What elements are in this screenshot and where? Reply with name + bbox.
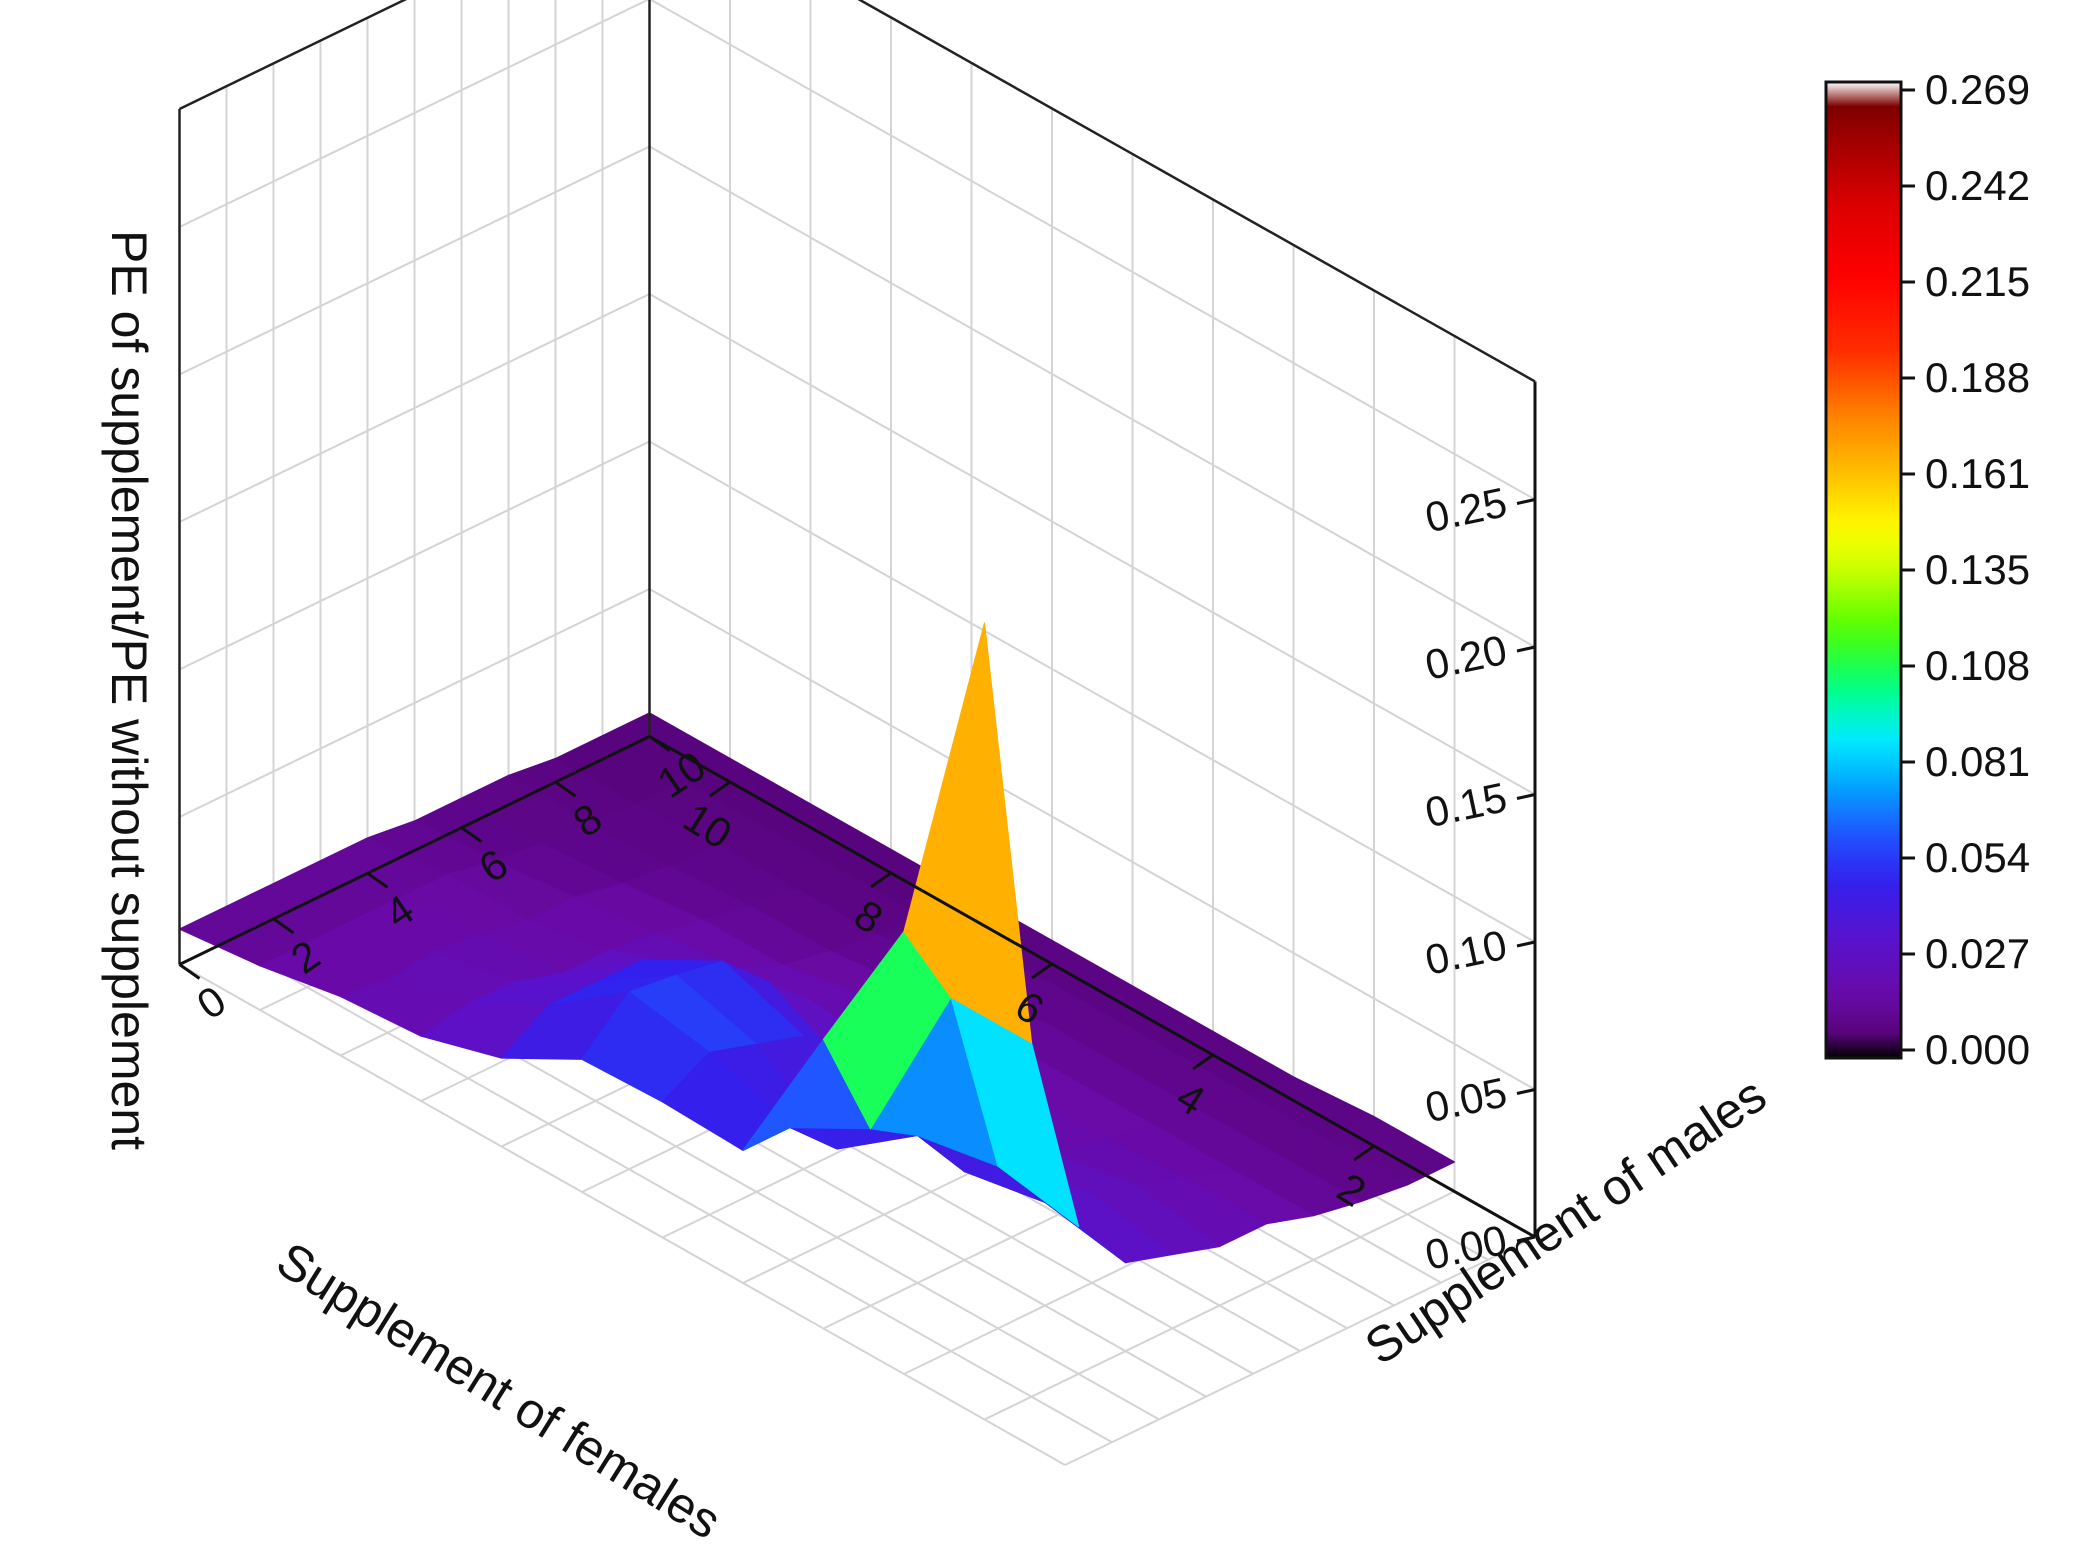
x-tick <box>1353 1144 1375 1162</box>
grid-line <box>649 440 1536 943</box>
colorbar-tick-label: 0.161 <box>1925 450 2030 497</box>
grid-line <box>649 0 1536 501</box>
axis-walls <box>178 0 1536 1466</box>
z-tick-label: 0.05 <box>1421 1068 1511 1131</box>
z-tick <box>1516 1088 1536 1095</box>
z-tick <box>1516 793 1536 800</box>
z-axis-title: PE of supplement/PE without supplement <box>101 230 157 1150</box>
y-axis-line <box>178 735 651 966</box>
z-tick-label: 0.10 <box>1421 921 1511 984</box>
top-edge-left <box>857 0 1536 383</box>
colorbar-gradient <box>1824 80 1903 1060</box>
x-tick <box>1031 962 1053 980</box>
z-tick <box>1516 940 1536 948</box>
surface-plot <box>178 622 1456 1264</box>
x-tick <box>870 871 892 889</box>
grid-line <box>179 0 650 228</box>
grid-line <box>179 440 650 671</box>
grid-line <box>649 293 1536 796</box>
grid-line <box>179 588 650 818</box>
x-axis-title: Supplement of females <box>267 1231 730 1549</box>
colorbar-ticks: 0.269 0.242 0.215 0.188 0.161 0.135 0.108 0.081… <box>1901 66 2030 1073</box>
y-tick <box>648 735 671 752</box>
grid-line <box>649 588 1536 1091</box>
top-edge-right <box>178 0 408 111</box>
colorbar-tick-label: 0.027 <box>1925 930 2030 977</box>
colorbar-tick-label: 0.108 <box>1925 642 2030 689</box>
z-tick-label: 0.25 <box>1421 478 1511 541</box>
colorbar-tick-label: 0.188 <box>1925 354 2030 401</box>
colorbar-tick-label: 0.242 <box>1925 162 2030 209</box>
y-tick <box>460 826 483 843</box>
z-tick <box>1516 498 1536 505</box>
y-tick-label: 0 <box>189 976 235 1028</box>
grid-line <box>649 145 1536 648</box>
z-tick <box>1516 1235 1536 1243</box>
x-axis-line <box>648 735 1536 1239</box>
colorbar-tick-label: 0.269 <box>1925 66 2030 113</box>
axis-lines <box>178 0 1537 1243</box>
y-tick <box>366 872 389 889</box>
grid-line <box>226 940 1113 1444</box>
y-tick <box>554 780 577 798</box>
z-tick-label: 0.20 <box>1421 626 1511 689</box>
x-tick <box>1192 1053 1214 1071</box>
grid-line <box>179 293 650 523</box>
y-tick <box>178 963 201 980</box>
colorbar-tick-label: 0.135 <box>1925 546 2030 593</box>
z-tick <box>1516 645 1536 653</box>
z-tick-label: 0.15 <box>1421 773 1511 836</box>
colorbar-tick-label: 0.081 <box>1925 738 2030 785</box>
y-tick <box>272 917 295 935</box>
x-tick <box>709 780 731 798</box>
colorbar-tick-label: 0.054 <box>1925 834 2030 881</box>
grid-line <box>179 963 1066 1466</box>
grid-line <box>179 145 650 376</box>
colorbar: 0.269 0.242 0.215 0.188 0.161 0.135 0.108 0.081… <box>1824 66 2030 1073</box>
surface-patch <box>903 622 1033 1044</box>
colorbar-tick-label: 0.215 <box>1925 258 2030 305</box>
colorbar-tick-label: 0.000 <box>1925 1026 2030 1073</box>
